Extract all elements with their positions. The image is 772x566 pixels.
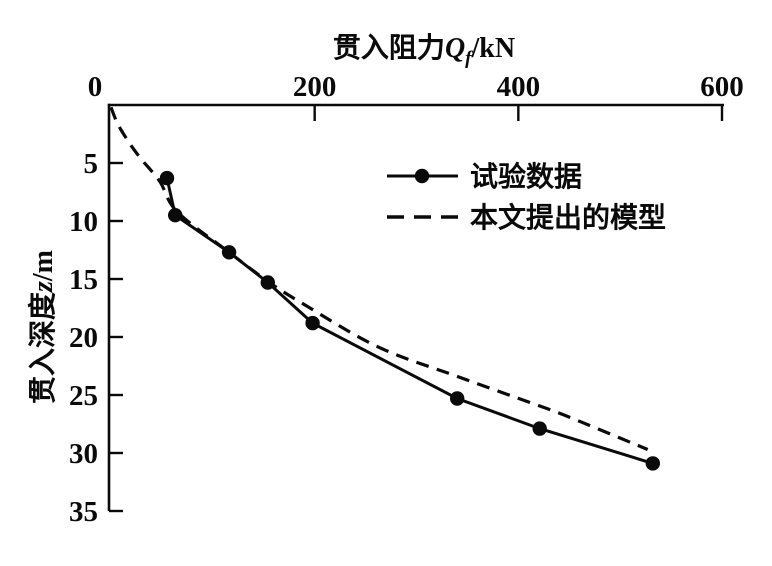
y-axis-ticks: 5 10 15 20 25 30 35	[69, 148, 123, 528]
x-axis-title: 贯入阻力Qf/kN	[333, 32, 515, 69]
x-tick-label: 400	[497, 71, 541, 103]
legend-label-test-data: 试验数据	[470, 160, 582, 193]
data-point-marker	[221, 245, 237, 260]
data-point-marker	[159, 170, 175, 186]
x-axis-ticks: 0 200 400 600	[88, 71, 744, 121]
model-curve-path	[109, 106, 649, 451]
legend: 试验数据 本文提出的模型	[387, 160, 666, 234]
x-tick-label: 200	[293, 71, 337, 103]
y-tick-label: 10	[69, 206, 98, 238]
y-axis-title-unit: /m	[28, 250, 59, 282]
x-axis-title-subscript: f	[465, 48, 473, 69]
data-point-marker	[168, 208, 183, 223]
series-model-dashed-line	[109, 106, 649, 451]
x-tick-label: 600	[700, 71, 744, 103]
legend-entry-model: 本文提出的模型	[387, 201, 666, 234]
data-point-marker	[305, 315, 320, 331]
x-axis-title-symbol: Q	[445, 33, 465, 64]
y-axis-title: 贯入深度z/m	[27, 250, 59, 404]
legend-circle-marker-icon	[414, 168, 430, 184]
legend-label-model: 本文提出的模型	[470, 201, 666, 234]
test-data-polyline	[165, 177, 654, 465]
legend-entry-test-data: 试验数据	[387, 160, 582, 193]
x-tick-label: 0	[88, 71, 103, 103]
y-tick-label: 20	[69, 322, 98, 354]
x-axis-title-text: 贯入阻力	[333, 32, 445, 64]
y-tick-label: 30	[69, 438, 98, 470]
y-axis-title-text: 贯入深度	[27, 292, 59, 404]
y-tick-label: 15	[69, 264, 98, 296]
y-axis-title-symbol: z	[28, 281, 59, 293]
data-point-marker	[532, 421, 547, 436]
y-tick-label: 5	[84, 148, 99, 180]
data-point-marker	[450, 391, 465, 406]
data-point-marker	[260, 275, 275, 290]
series-test-data-line	[159, 170, 660, 471]
y-tick-label: 35	[69, 496, 98, 528]
data-point-marker	[645, 456, 660, 471]
y-tick-label: 25	[69, 380, 98, 412]
x-axis-title-unit: /kN	[471, 33, 516, 64]
